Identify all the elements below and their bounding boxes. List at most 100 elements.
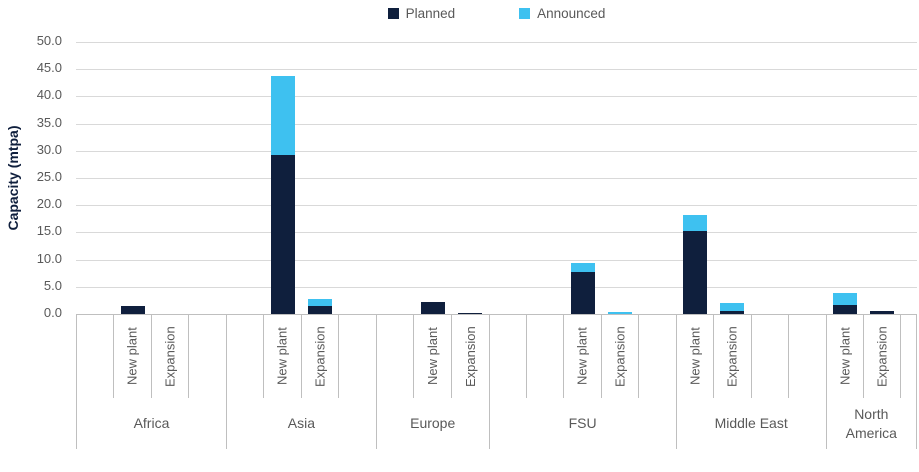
y-tick-label: 35.0 [36, 114, 62, 130]
x-slot [189, 315, 225, 398]
bar-segment-planned [420, 302, 445, 314]
gridline [76, 150, 917, 152]
bar-slot [864, 42, 901, 314]
bar-asia-new-plant [270, 76, 295, 314]
bar-slot [152, 42, 189, 314]
y-tick-label: 45.0 [36, 60, 62, 76]
gridline [76, 259, 917, 261]
bar-slot [452, 42, 489, 314]
bar-slot [789, 42, 825, 314]
bar-slot [527, 42, 564, 314]
bar-fsu-new-plant [570, 262, 595, 314]
bar-slot [227, 42, 264, 314]
x-slot: New plant [414, 315, 452, 398]
y-axis-tick-labels: 50.0 45.0 40.0 35.0 30.0 25.0 20.0 15.0 10.0 5.0 0… [0, 0, 62, 472]
bar-slot [264, 42, 301, 314]
bar-slot [639, 42, 675, 314]
x-subcategory-label: Expansion [162, 326, 178, 387]
bar-slot [377, 42, 415, 314]
slot-row: New plant Expansion [677, 315, 826, 398]
bar-segment-planned [832, 304, 857, 314]
region-label: Europe [410, 415, 456, 432]
bar-segment-announced [720, 302, 745, 311]
slot-row: New plant Expansion [827, 315, 916, 398]
bars-region-group [827, 42, 917, 314]
region-group: New plant Expansion North America [827, 315, 917, 449]
region-label: FSU [568, 415, 597, 432]
region-label: North America [845, 405, 897, 441]
bar-segment-announced [832, 293, 857, 305]
x-slot: Expansion [302, 315, 340, 398]
bar-segment-planned [270, 154, 295, 314]
bars-region-group [677, 42, 827, 314]
x-subcategory-label: Expansion [612, 326, 628, 387]
region-label: Africa [133, 415, 170, 432]
bar-slot [901, 42, 916, 314]
bar-segment-planned [870, 311, 895, 314]
gridline [76, 205, 917, 207]
bar-segment-announced [608, 312, 633, 314]
bar-middle-east-new-plant [682, 215, 707, 314]
slot-row: New plant Expansion [227, 315, 376, 398]
x-slot [789, 315, 825, 398]
bars-region-group [490, 42, 677, 314]
bar-slot [339, 42, 375, 314]
x-subcategory-label: Expansion [874, 326, 890, 387]
gridline [76, 96, 917, 98]
bar-slot [827, 42, 864, 314]
x-subcategory-label: New plant [687, 327, 703, 386]
bar-north-america-expansion [870, 311, 895, 314]
x-slot: Expansion [714, 315, 752, 398]
legend-label-announced: Announced [537, 6, 606, 21]
x-subcategory-label: New plant [275, 327, 291, 386]
y-tick-label: 15.0 [36, 223, 62, 239]
x-slot: Expansion [864, 315, 902, 398]
region-group: New plant Expansion Europe [377, 315, 490, 449]
bar-europe-expansion [458, 312, 483, 314]
bar-segment-planned [120, 305, 145, 314]
bars-region-group [76, 42, 227, 314]
region-label: Middle East [714, 415, 788, 432]
y-tick-label: 30.0 [36, 141, 62, 157]
slot-row: New plant Expansion [490, 315, 676, 398]
region-label: Asia [287, 415, 315, 432]
x-slot [377, 315, 415, 398]
region-group: New plant Expansion Africa [76, 315, 227, 449]
x-slot: New plant [114, 315, 152, 398]
y-tick-label: 40.0 [36, 87, 62, 103]
legend-item-announced: Announced [519, 6, 605, 21]
y-tick-label: 0.0 [43, 305, 62, 320]
x-slot [639, 315, 675, 398]
region-group: New plant Expansion Middle East [677, 315, 827, 449]
x-slot: New plant [564, 315, 602, 398]
bar-slot [602, 42, 639, 314]
bar-segment-planned [720, 310, 745, 314]
x-slot [490, 315, 527, 398]
bars-layer [76, 42, 917, 314]
x-subcategory-label: New plant [575, 327, 591, 386]
x-slot: Expansion [452, 315, 489, 398]
bar-segment-announced [308, 298, 333, 306]
bar-slot [564, 42, 601, 314]
y-tick-label: 50.0 [36, 33, 62, 48]
x-subcategory-label: Expansion [462, 326, 478, 387]
slot-row: New plant Expansion [77, 315, 226, 398]
x-subcategory-label: New plant [837, 327, 853, 386]
gridline [76, 178, 917, 179]
bar-asia-expansion [308, 298, 333, 314]
y-tick-label: 10.0 [36, 250, 62, 266]
bar-segment-announced [270, 76, 295, 155]
region-group: New plant Expansion Asia [227, 315, 377, 449]
bar-slot [77, 42, 114, 314]
bar-segment-planned [308, 305, 333, 314]
announced-swatch-icon [519, 8, 531, 19]
bar-europe-new-plant [420, 302, 445, 314]
x-axis: New plant Expansion Africa New plant Expansi… [76, 314, 917, 449]
bar-slot [414, 42, 452, 314]
gridline [76, 42, 917, 43]
bar-slot [189, 42, 225, 314]
bar-segment-planned [682, 230, 707, 314]
gridline [76, 286, 917, 288]
plot-area [76, 42, 917, 314]
